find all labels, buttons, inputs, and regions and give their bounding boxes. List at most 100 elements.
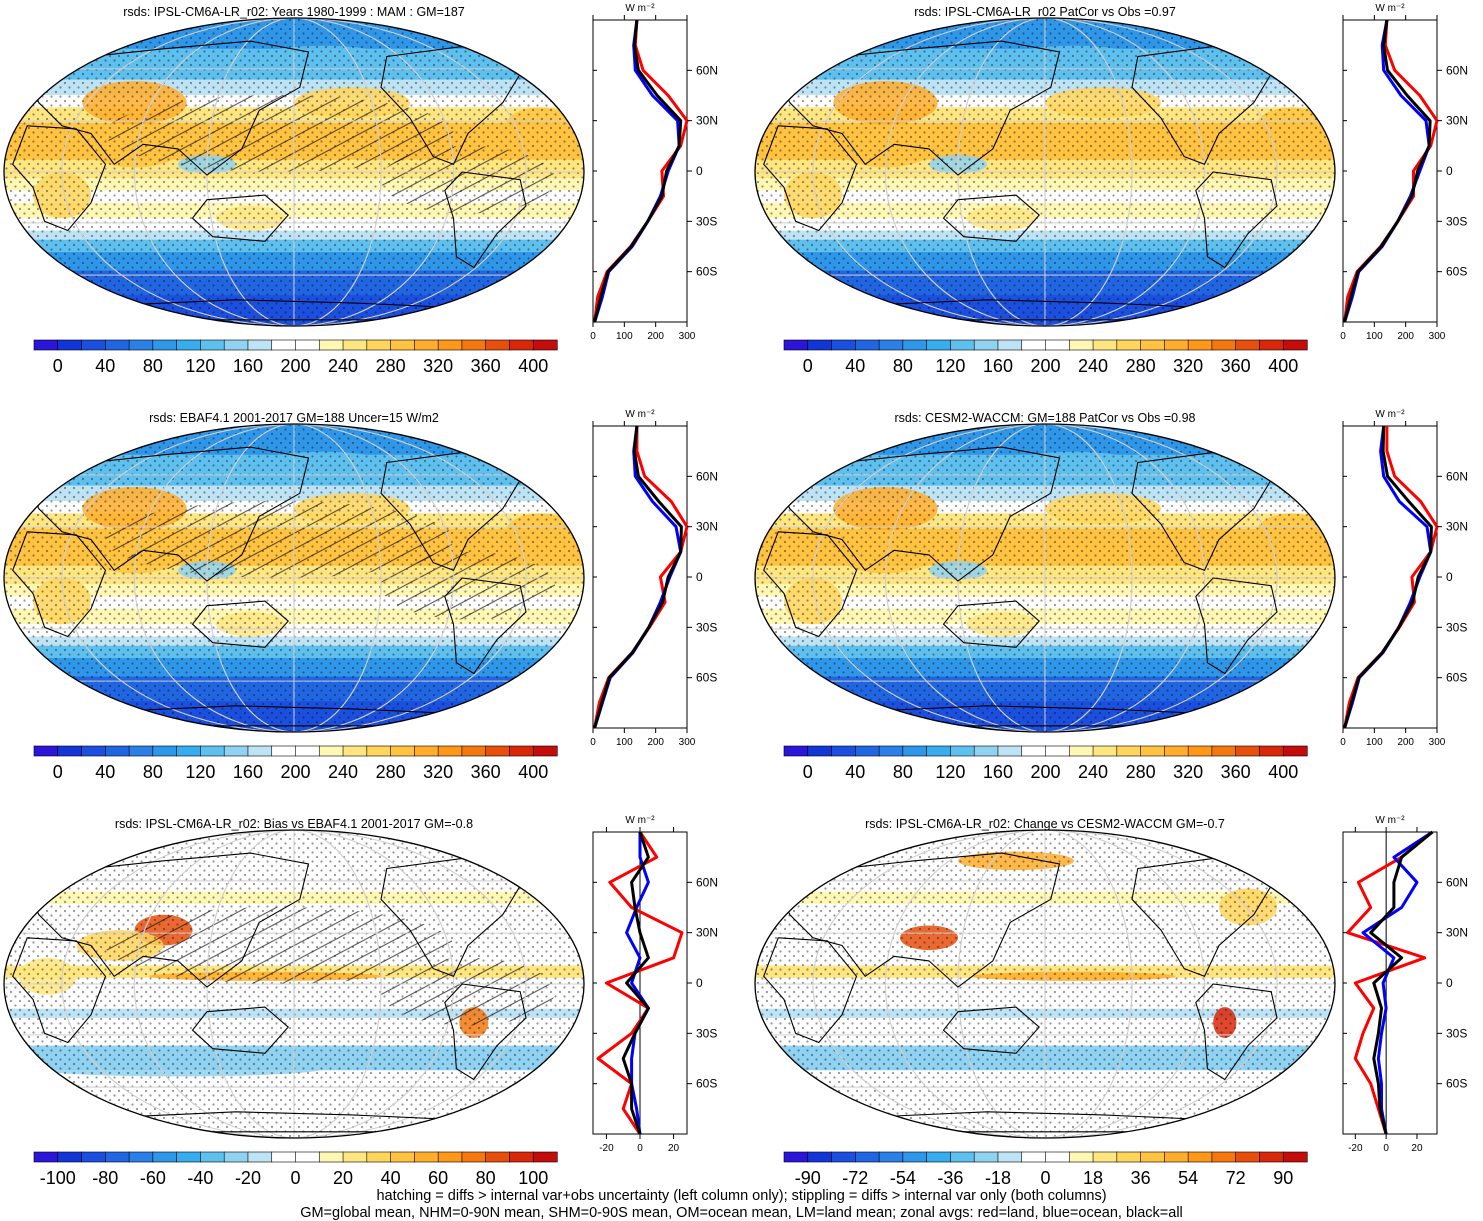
zonal-y-tick-label: 0: [1446, 164, 1453, 178]
colorbar-swatch: [1140, 339, 1165, 351]
colorbar-swatch: [950, 1151, 975, 1163]
zonal-y-tick-label: 30S: [696, 214, 717, 228]
graticule-meridian: [61, 830, 527, 1138]
colorbar-swatch: [105, 339, 130, 351]
map-field: [4, 424, 584, 732]
zonal-x-tick-label: 100: [616, 737, 633, 748]
colorbar-tick-label: 200: [280, 356, 310, 376]
zonal-mean-plot: 60N 30N 0 30S 60S 0 100 200 300 W m⁻²: [590, 409, 718, 748]
colorbar-swatch: [1116, 745, 1142, 757]
colorbar-tick-label: 280: [376, 356, 406, 376]
colorbar-swatch: [1235, 1151, 1261, 1163]
colorbar-swatch: [1211, 339, 1237, 351]
coastline: [942, 194, 1040, 242]
colorbar-swatch: [1068, 1151, 1094, 1163]
colorbar-tick-label: 120: [935, 762, 965, 782]
colorbar-swatch: [128, 1151, 154, 1163]
graticule-meridian: [884, 18, 1206, 326]
colorbar-swatch: [247, 339, 273, 351]
colorbar-swatch: [176, 1151, 202, 1163]
zonal-unit-label: W m⁻²: [1375, 3, 1405, 14]
colorbar: 0 40 80 120 160 200 240 280 320 360 400: [783, 339, 1308, 376]
colorbar-swatch: [33, 1151, 59, 1163]
colorbar-tick-label: 20: [333, 1168, 353, 1188]
colorbar-swatch: [485, 339, 511, 351]
coastline: [942, 1006, 1040, 1054]
colorbar-swatch: [176, 745, 202, 757]
graticule-meridian: [957, 830, 1133, 1138]
map-plot: [3, 829, 585, 1139]
zonal-series-line: [593, 425, 683, 729]
colorbar-swatch: [176, 339, 202, 351]
colorbar-tick-label: 18: [1083, 1168, 1103, 1188]
colorbar-swatch: [1282, 339, 1308, 351]
map-border: [3, 829, 585, 1139]
colorbar-swatch: [414, 1151, 439, 1163]
colorbar-swatch: [342, 745, 368, 757]
map-border: [3, 17, 585, 327]
coastline: [191, 600, 289, 648]
zonal-x-tick-label: 100: [1366, 331, 1383, 342]
colorbar-tick-label: -20: [235, 1168, 261, 1188]
colorbar-tick-label: 80: [143, 356, 163, 376]
colorbar-tick-label: 320: [423, 356, 453, 376]
graticule-meridian: [812, 830, 1278, 1138]
map-plot: [3, 423, 585, 733]
zonal-x-tick-label: 100: [1366, 737, 1383, 748]
colorbar-swatch: [390, 1151, 415, 1163]
zonal-y-tick-label: 0: [696, 570, 703, 584]
panel-5: rsds: IPSL-CM6A-LR_r02: Bias vs EBAF4.1 …: [3, 815, 718, 1188]
colorbar-tick-label: -54: [890, 1168, 916, 1188]
colorbar-tick-label: 200: [1030, 762, 1060, 782]
colorbar-swatch: [1187, 745, 1213, 757]
colorbar-swatch: [1045, 745, 1070, 757]
panel-6: rsds: IPSL-CM6A-LR_r02: Change vs CESM2-…: [754, 815, 1468, 1188]
colorbar-tick-label: 40: [845, 762, 865, 782]
graticule-meridian: [957, 424, 1133, 732]
colorbar-swatch: [1187, 1151, 1213, 1163]
colorbar-swatch: [271, 339, 297, 351]
colorbar-swatch: [461, 1151, 487, 1163]
zonal-y-tick-label: 30S: [1446, 214, 1467, 228]
colorbar-swatch: [461, 745, 487, 757]
colorbar-tick-label: 360: [1221, 356, 1251, 376]
zonal-x-tick-label: 200: [1397, 737, 1414, 748]
colorbar-swatch: [295, 1151, 320, 1163]
colorbar-swatch: [1187, 339, 1213, 351]
zonal-x-tick-label: 200: [1397, 331, 1414, 342]
zonal-y-tick-label: 0: [1446, 976, 1453, 990]
colorbar-swatch: [1116, 339, 1142, 351]
colorbar-tick-label: 360: [471, 356, 501, 376]
zonal-series-line: [593, 19, 683, 323]
colorbar-tick-label: 360: [471, 762, 501, 782]
colorbar-swatch: [57, 1151, 83, 1163]
colorbar-swatch: [414, 339, 439, 351]
colorbar-swatch: [509, 339, 534, 351]
colorbar-swatch: [831, 339, 856, 351]
zonal-x-tick-label: 0: [1340, 737, 1346, 748]
colorbar-swatch: [1164, 1151, 1189, 1163]
colorbar-swatch: [997, 1151, 1023, 1163]
colorbar-swatch: [318, 1151, 344, 1163]
zonal-x-tick-label: 0: [590, 331, 596, 342]
coastline: [763, 937, 858, 1044]
colorbar-tick-label: 400: [1268, 762, 1298, 782]
colorbar-swatch: [973, 745, 999, 757]
colorbar-swatch: [128, 745, 154, 757]
colorbar-swatch: [271, 745, 297, 757]
panel-4: rsds: CESM2-WACCM: GM=188 PatCor vs Obs …: [754, 409, 1468, 782]
zonal-x-tick-label: 200: [647, 737, 664, 748]
map-field: [755, 424, 1335, 732]
hatching: [381, 145, 555, 214]
hatching: [381, 551, 555, 620]
map-field: [755, 18, 1335, 326]
colorbar-swatch: [807, 745, 833, 757]
colorbar-tick-label: 120: [935, 356, 965, 376]
zonal-x-tick-label: 20: [668, 1143, 680, 1154]
colorbar-swatch: [1092, 1151, 1118, 1163]
panel-3: rsds: EBAF4.1 2001-2017 GM=188 Uncer=15 …: [3, 409, 718, 782]
colorbar-swatch: [855, 745, 880, 757]
hatching: [105, 95, 454, 172]
coastline: [12, 937, 107, 1044]
map-plot: [754, 829, 1336, 1139]
